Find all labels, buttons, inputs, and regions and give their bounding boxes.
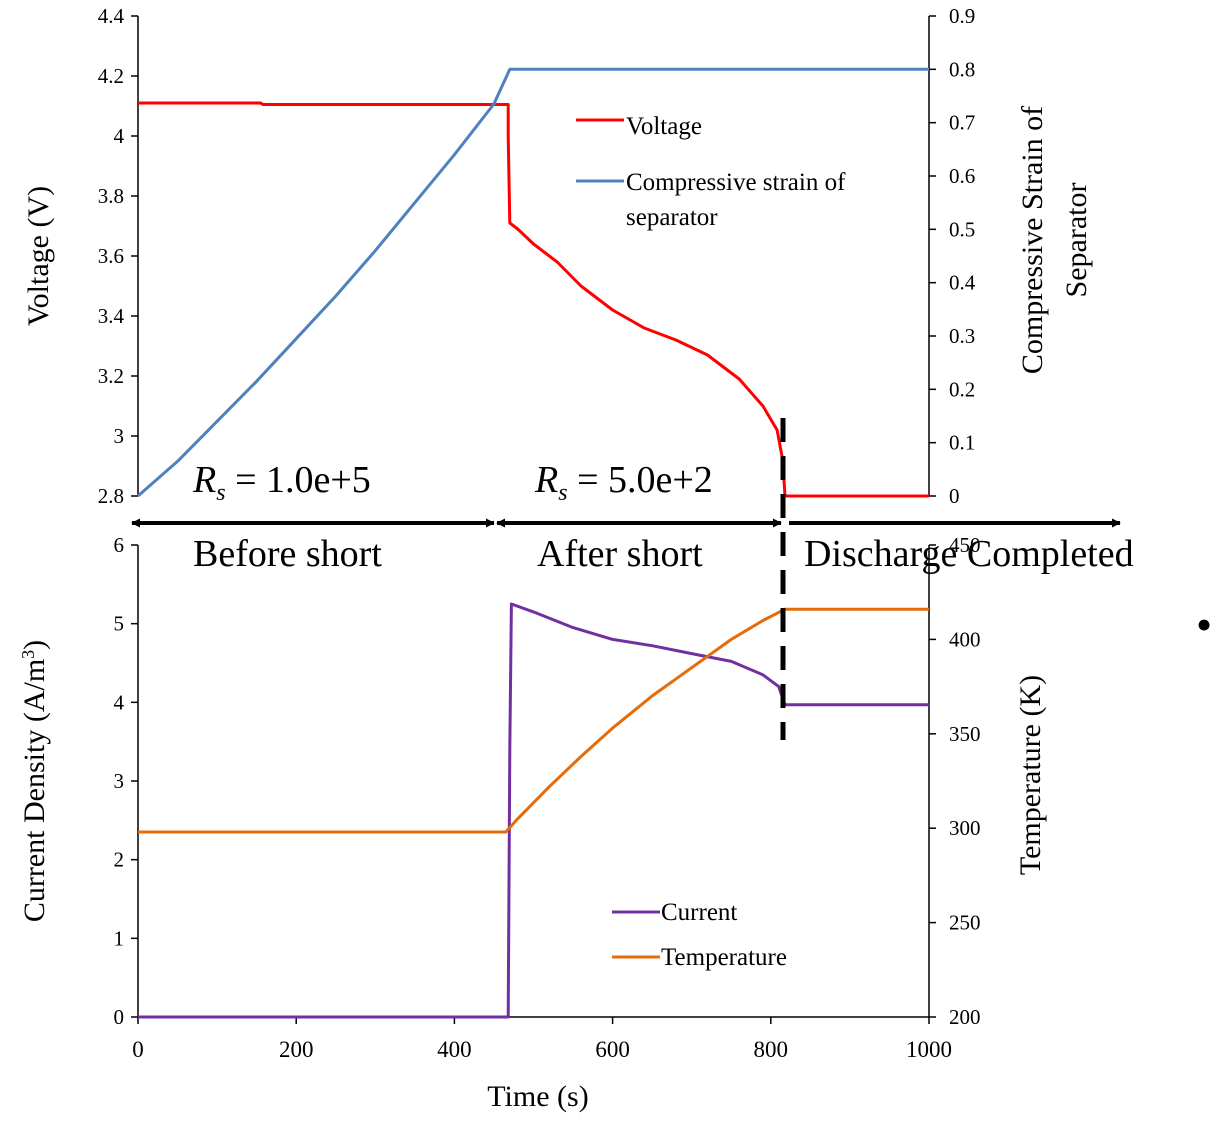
top-series-voltage [138,101,929,498]
rs-after-subscript: s [558,480,567,506]
rs-after-label: Rs = 5.0e+2 [534,459,713,506]
top-series-compressive-strain-of-separator [137,67,929,498]
bottom-right-tick-label: 300 [949,816,981,840]
bottom-left-tick-label: 1 [114,926,125,950]
top-left-tick-label: 4 [114,124,125,148]
legend-current-label: Current [661,899,737,926]
bottom-x-tick-label: 400 [437,1037,472,1062]
top-left-tick-label: 4.2 [98,64,124,88]
voltage-axis-label: Voltage (V) [22,186,55,326]
bottom-left-tick-label: 4 [114,690,125,714]
legend-strain-label-line1: Compressive strain of [626,169,846,196]
top-right-tick-label: 0.6 [949,164,975,188]
time-axis-label: Time (s) [487,1080,588,1113]
bottom-left-tick-label: 0 [114,1005,125,1029]
rs-after-value: = 5.0e+2 [568,459,713,501]
after-short-label: After short [537,533,703,575]
voltage-strain-chart: 2.8 3 3.2 3.4 3.6 3.8 4 4.2 4.4 0 0.1 0.2 0.3 0.4 0.5 0… [22,4,1093,508]
bottom-left-tick-label: 2 [114,848,125,872]
top-series-group [137,67,929,498]
rs-before-value: = 1.0e+5 [226,459,371,501]
bottom-x-tick-label: 600 [595,1037,630,1062]
bottom-right-tick-label: 200 [949,1005,981,1029]
top-left-tick-label: 3.6 [98,244,124,268]
top-right-tick-label: 0.1 [949,431,975,455]
bottom-left-tick-label: 3 [114,769,125,793]
bottom-x-tick-label: 800 [754,1037,789,1062]
rs-before-label: Rs = 1.0e+5 [192,459,371,506]
strain-axis-label-line1: Compressive Strain of [1016,106,1049,374]
strain-axis-label-line2: Separator [1060,183,1093,298]
before-short-label: Before short [193,533,382,575]
top-left-tick-label: 3.4 [98,304,125,328]
rs-before-symbol: R [192,459,216,501]
bottom-series-current [138,602,929,1019]
top-right-tick-label: 0.4 [949,271,976,295]
bottom-x-tick-label: 200 [279,1037,314,1062]
top-right-tick-label: 0.5 [949,217,975,241]
bottom-series-temperature [138,607,929,834]
legend-temperature-label: Temperature [661,944,787,971]
bottom-x-tick-label: 0 [132,1037,144,1062]
current-temperature-chart: 0 1 2 3 4 5 6 200 250 300 350 400 450 0 200 400 600 800 10… [18,533,1047,1113]
rs-before-subscript: s [216,480,225,506]
top-right-tick-label: 0.7 [949,111,975,135]
current-density-label-main: Current Density (A/m [18,659,51,922]
bottom-legend: Current Temperature [612,899,787,971]
top-right-tick-label: 0.2 [949,377,975,401]
rs-after-symbol: R [534,459,558,501]
top-right-tick-label: 0 [949,484,960,508]
top-left-tick-label: 3 [114,424,125,448]
top-left-tick-label: 2.8 [98,484,124,508]
bottom-right-tick-label: 400 [949,627,981,651]
bullet-mark: • [1196,599,1212,650]
bottom-series-group [138,602,929,1019]
top-left-tick-label: 3.8 [98,184,124,208]
discharge-completed-label: Discharge Completed [804,533,1134,575]
bottom-right-tick-label: 250 [949,911,981,935]
bottom-x-tick-label: 1000 [906,1037,952,1062]
legend-strain-label-line2: separator [626,204,718,231]
current-density-label-close: ) [18,640,51,650]
temperature-axis-label: Temperature (K) [1014,675,1047,875]
bottom-axis-ticks: 0 1 2 3 4 5 6 200 250 300 350 400 450 0 200 400 600 800 10… [114,533,981,1062]
legend-voltage-label: Voltage [626,113,702,140]
top-right-tick-label: 0.8 [949,57,975,81]
legend-strain-label: Compressive strain of separator [626,169,852,231]
bottom-left-tick-label: 5 [114,612,125,636]
bottom-right-tick-label: 450 [949,533,981,557]
top-right-tick-label: 0.3 [949,324,975,348]
region-annotations: Rs = 1.0e+5 Rs = 5.0e+2 Before short Aft… [131,418,1212,740]
top-axis-ticks: 2.8 3 3.2 3.4 3.6 3.8 4 4.2 4.4 0 0.1 0.2 0.3 0.4 0.5 0… [98,4,976,508]
current-density-label-exponent: 3 [18,650,38,659]
top-left-tick-label: 4.4 [98,4,125,28]
bottom-right-tick-label: 350 [949,722,981,746]
current-density-axis-label: Current Density (A/m3) [18,640,51,922]
bottom-left-tick-label: 6 [114,533,125,557]
top-legend: Voltage Compressive strain of separator [576,113,852,231]
top-right-tick-label: 0.9 [949,4,975,28]
top-left-tick-label: 3.2 [98,364,124,388]
